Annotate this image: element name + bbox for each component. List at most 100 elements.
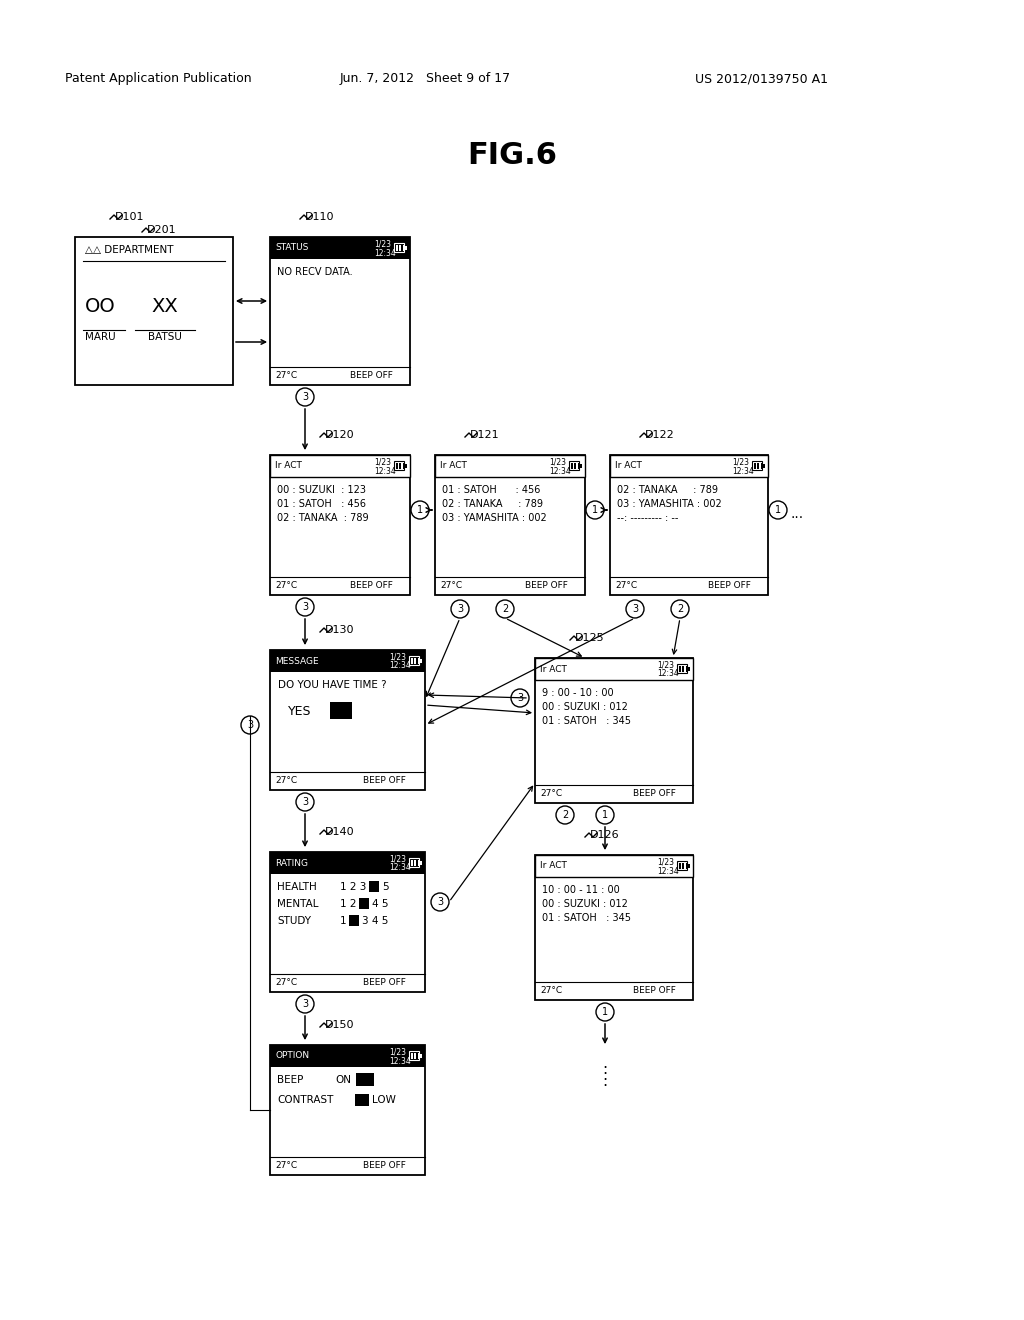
Text: 3: 3	[302, 999, 308, 1008]
Text: D126: D126	[590, 830, 620, 840]
Text: 01 : SATOH      : 456: 01 : SATOH : 456	[442, 484, 541, 495]
Bar	[411, 859, 413, 866]
Text: 1/23: 1/23	[549, 458, 566, 466]
Text: RATING: RATING	[275, 858, 308, 867]
Bar	[419, 659, 422, 663]
Text: 1: 1	[602, 810, 608, 820]
Text: BEEP OFF: BEEP OFF	[350, 371, 393, 380]
Text: :: :	[602, 1063, 607, 1077]
Text: 1/23: 1/23	[389, 1048, 406, 1056]
Bar	[418, 859, 420, 866]
Text: XX: XX	[152, 297, 178, 317]
Text: --: --------- : --: --: --------- : --	[617, 513, 678, 523]
Text: 27°C: 27°C	[275, 371, 297, 380]
Bar	[419, 1053, 422, 1057]
Text: 10 : 00 - 11 : 00: 10 : 00 - 11 : 00	[542, 884, 620, 895]
Text: D140: D140	[325, 828, 354, 837]
Bar	[369, 880, 379, 892]
Bar	[419, 861, 422, 865]
Bar	[679, 862, 681, 869]
Bar	[569, 461, 579, 470]
Text: 3: 3	[517, 693, 523, 704]
Text: 3: 3	[457, 605, 463, 614]
Text: 2: 2	[677, 605, 683, 614]
Bar	[356, 1073, 374, 1086]
Bar	[754, 462, 756, 469]
Text: 27°C: 27°C	[540, 986, 562, 995]
Bar	[409, 1051, 419, 1060]
Bar	[75, 238, 233, 385]
Bar	[610, 455, 768, 595]
Text: 3: 3	[302, 797, 308, 807]
Bar	[411, 1052, 413, 1059]
Text: 1/23: 1/23	[732, 458, 749, 466]
Text: D201: D201	[147, 224, 176, 235]
Text: 1: 1	[340, 916, 347, 927]
Text: BATSU: BATSU	[148, 333, 182, 342]
Text: 27°C: 27°C	[615, 581, 637, 590]
Bar	[270, 1045, 425, 1175]
Text: 1/23: 1/23	[389, 652, 406, 661]
Text: 00 : SUZUKI : 012: 00 : SUZUKI : 012	[542, 702, 628, 711]
Bar	[570, 462, 572, 469]
Text: D121: D121	[470, 430, 500, 440]
Bar	[349, 915, 359, 927]
Text: 3: 3	[437, 898, 443, 907]
Text: MESSAGE: MESSAGE	[275, 656, 318, 665]
Text: 12:34: 12:34	[374, 248, 395, 257]
Text: Ir ACT: Ir ACT	[275, 462, 302, 470]
Text: MARU: MARU	[85, 333, 116, 342]
Text: Ir ACT: Ir ACT	[540, 862, 567, 870]
Text: 3: 3	[302, 602, 308, 612]
Text: DO YOU HAVE TIME ?: DO YOU HAVE TIME ?	[278, 680, 387, 690]
Bar	[757, 462, 760, 469]
Text: FIG.6: FIG.6	[467, 140, 557, 169]
Text: 27°C: 27°C	[275, 1162, 297, 1170]
Text: Jun. 7, 2012   Sheet 9 of 17: Jun. 7, 2012 Sheet 9 of 17	[340, 73, 511, 84]
Text: 12:34: 12:34	[549, 466, 570, 475]
Text: 1: 1	[417, 506, 423, 515]
Bar	[574, 462, 577, 469]
Text: D120: D120	[325, 430, 354, 440]
Bar	[270, 649, 425, 789]
Text: Ir ACT: Ir ACT	[440, 462, 467, 470]
Text: BEEP OFF: BEEP OFF	[362, 978, 406, 987]
Text: Ir ACT: Ir ACT	[615, 462, 642, 470]
Text: 12:34: 12:34	[389, 1056, 411, 1065]
Bar	[415, 657, 417, 664]
Bar	[686, 862, 688, 869]
Text: 1 2 3: 1 2 3	[340, 882, 367, 892]
Text: BEEP OFF: BEEP OFF	[525, 581, 568, 590]
Text: D101: D101	[115, 213, 144, 222]
Text: D125: D125	[575, 634, 604, 643]
Text: 12:34: 12:34	[657, 669, 679, 678]
Bar	[415, 859, 417, 866]
Bar	[415, 1052, 417, 1059]
Bar	[535, 855, 693, 876]
Bar	[394, 243, 404, 252]
Text: 5: 5	[382, 882, 389, 892]
Text: D130: D130	[325, 624, 354, 635]
Text: 01 : SATOH   : 345: 01 : SATOH : 345	[542, 913, 631, 923]
Bar	[418, 657, 420, 664]
Bar	[682, 665, 684, 672]
Bar	[270, 649, 425, 672]
Text: YES: YES	[288, 705, 311, 718]
Bar	[270, 238, 410, 385]
Bar	[579, 463, 582, 467]
Text: 1/23: 1/23	[374, 458, 391, 466]
Text: 1/23: 1/23	[389, 854, 406, 863]
Text: 12:34: 12:34	[732, 466, 754, 475]
Bar	[411, 657, 413, 664]
Text: OO: OO	[85, 297, 116, 317]
Text: LOW: LOW	[372, 1096, 396, 1105]
Text: 02 : TANAKA     : 789: 02 : TANAKA : 789	[442, 499, 543, 510]
Text: Patent Application Publication: Patent Application Publication	[65, 73, 252, 84]
Bar	[610, 455, 768, 477]
Text: 27°C: 27°C	[440, 581, 462, 590]
Text: Ir ACT: Ir ACT	[540, 664, 567, 673]
Bar	[682, 862, 684, 869]
Text: 01 : SATOH   : 345: 01 : SATOH : 345	[542, 715, 631, 726]
Text: 9 : 00 - 10 : 00: 9 : 00 - 10 : 00	[542, 688, 613, 698]
Bar	[752, 461, 762, 470]
